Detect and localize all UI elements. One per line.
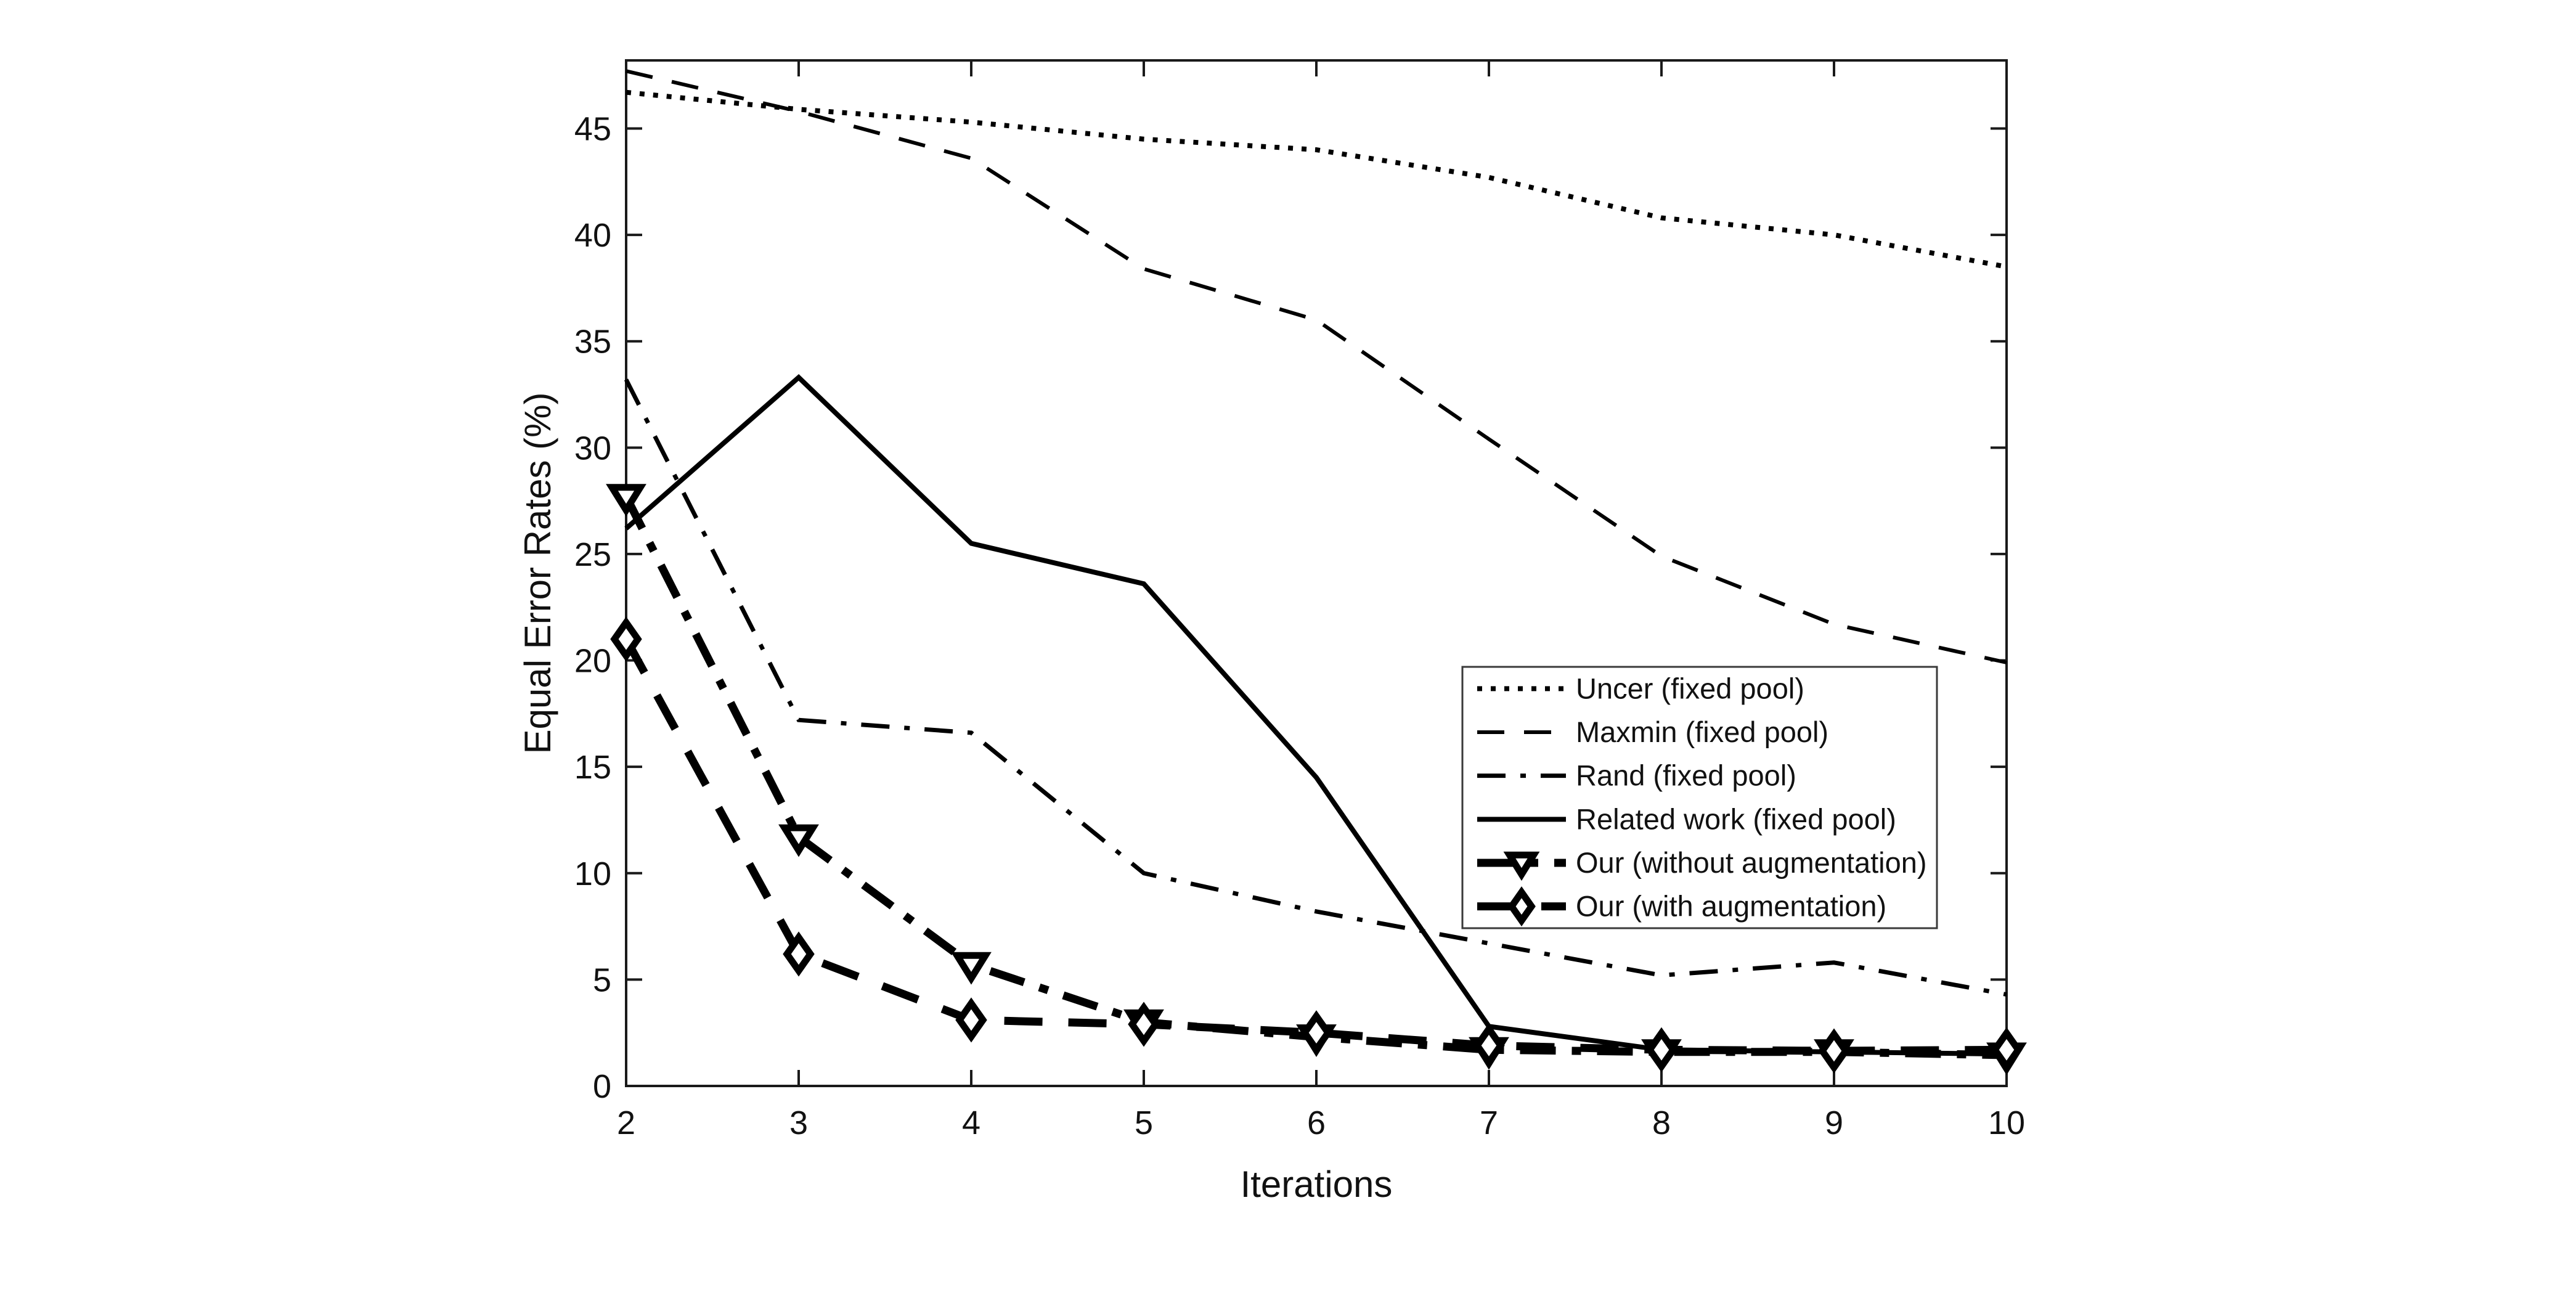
marker-diamond-our-with-augmentation [1128,1002,1160,1047]
legend-marker-our-without-augmentation [1503,851,1540,881]
marker-triangle-down-our-without-augmentation [606,484,646,517]
x-tick-label: 3 [789,1104,808,1141]
axes-box [625,59,2008,1087]
y-tick-label: 15 [574,749,611,786]
series-line-uncer-fixed-pool [626,89,2007,269]
marker-diamond-our-with-augmentation [1991,1027,2023,1072]
marker-diamond-our-with-augmentation [955,997,987,1043]
y-tick-label: 45 [574,110,611,147]
series-line-our-with-augmentation [622,637,2007,1055]
x-tick-label: 8 [1652,1104,1671,1141]
legend-label-related-work-fixed-pool: Related work (fixed pool) [1576,802,1896,835]
y-tick-label: 20 [574,643,611,680]
legend-label-maxmin-fixed-pool: Maxmin (fixed pool) [1576,716,1828,748]
x-tick-label: 7 [1480,1104,1498,1141]
x-tick-label: 10 [1988,1104,2025,1141]
legend-label-our-without-augmentation: Our (without augmentation) [1576,846,1927,879]
series-line-maxmin-fixed-pool [626,69,2007,664]
y-tick-label: 40 [574,217,611,254]
y-tick-label: 0 [593,1068,611,1105]
legend-label-rand-fixed-pool: Rand (fixed pool) [1576,759,1796,792]
legend-marker-our-with-augmentation [1507,886,1536,927]
marker-triangle-down-our-without-augmentation [778,824,819,857]
x-tick-label: 9 [1825,1104,1843,1141]
y-tick-label: 30 [574,430,611,467]
y-tick-label: 25 [574,536,611,573]
marker-diamond-our-with-augmentation [1818,1028,1850,1074]
marker-diamond-our-with-augmentation [783,931,815,977]
marker-diamond-our-with-augmentation [1645,1027,1677,1072]
marker-triangle-down-our-without-augmentation [951,952,992,985]
x-tick-label: 5 [1135,1104,1153,1141]
y-tick-label: 5 [593,961,611,998]
series-line-rand-fixed-pool [624,378,2007,997]
y-tick-label: 10 [574,855,611,892]
x-tick-label: 2 [617,1104,635,1141]
legend-label-uncer-fixed-pool: Uncer (fixed pool) [1576,672,1804,704]
legend-label-our-with-augmentation: Our (with augmentation) [1576,890,1886,923]
x-tick-label: 4 [962,1104,980,1141]
legend-box [1461,666,1938,929]
x-axis-label: Iterations [1241,1164,1393,1205]
y-axis-label: Equal Error Rates (%) [517,393,558,754]
marker-diamond-our-with-augmentation [610,616,642,662]
x-tick-label: 6 [1307,1104,1326,1141]
marker-diamond-our-with-augmentation [1300,1010,1332,1056]
marker-diamond-our-with-augmentation [1473,1022,1505,1068]
y-tick-label: 35 [574,324,611,361]
